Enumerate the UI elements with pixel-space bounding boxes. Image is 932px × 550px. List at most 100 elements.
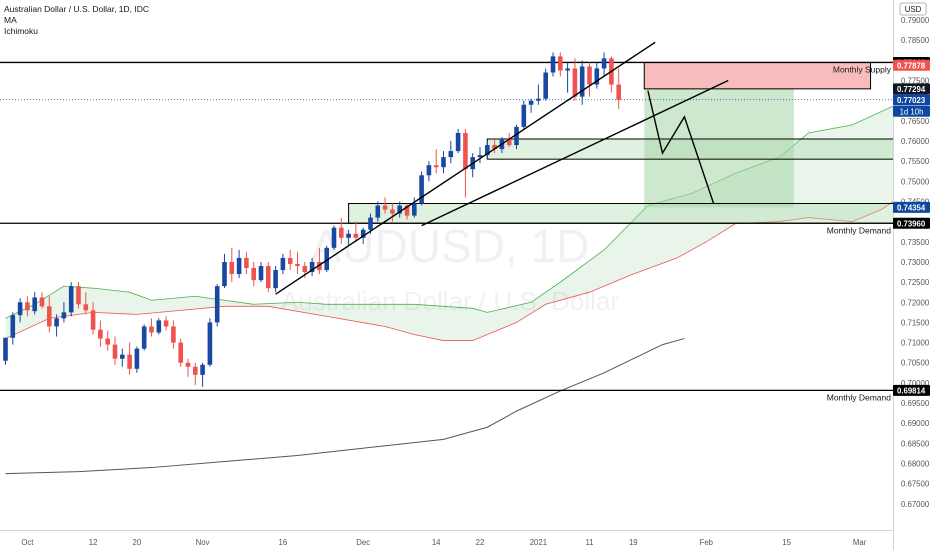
candle-body	[134, 348, 140, 369]
candle-body	[375, 205, 381, 218]
ma-indicator-label[interactable]: MA	[4, 15, 17, 25]
x-tick-label: 19	[629, 538, 638, 547]
candle-47	[346, 229, 351, 246]
candle-body	[185, 362, 191, 367]
candle-body	[324, 247, 329, 271]
candle-58	[426, 161, 432, 182]
candle-body	[572, 68, 578, 97]
candle-14	[105, 330, 110, 351]
candle-body	[10, 315, 16, 338]
candle-17	[127, 342, 132, 375]
candle-body	[163, 320, 169, 327]
candle-body	[397, 205, 402, 214]
level-badge-2	[893, 384, 930, 396]
candle-body	[251, 268, 256, 281]
candle-3	[25, 296, 30, 317]
candle-body	[68, 286, 74, 313]
candle-body	[543, 72, 548, 99]
candle-body	[25, 302, 30, 311]
x-tick-label: Mar	[853, 538, 867, 547]
y-tick-label: 0.68500	[901, 439, 930, 448]
candle-25	[185, 358, 191, 377]
candle-body	[353, 233, 359, 238]
candle-body	[528, 100, 534, 105]
plot-area: AUDUSD, 1D Australian Dollar / U.S. Dolla…	[0, 41, 893, 475]
candle-2	[17, 298, 23, 323]
candle-body	[112, 344, 118, 359]
y-tick-label: 0.71500	[901, 318, 930, 327]
y-tick-label: 0.68000	[901, 460, 930, 469]
currency-button[interactable]	[899, 2, 927, 16]
candle-body	[550, 56, 556, 73]
candle-body	[149, 326, 154, 333]
candle-45	[331, 225, 337, 250]
watermark-symbol: AUDUSD, 1D	[311, 220, 590, 272]
candle-23	[171, 320, 176, 349]
level-badge-1	[893, 217, 930, 229]
y-tick-label: 0.67000	[901, 500, 930, 509]
candle-56	[412, 197, 417, 218]
level-badge-text-1: 0.73960	[897, 219, 926, 228]
x-tick-label: Dec	[356, 538, 370, 547]
price-badge-target	[893, 201, 930, 213]
candle-1	[10, 312, 16, 345]
y-tick-label: 0.79000	[901, 16, 930, 25]
candle-34	[251, 261, 256, 287]
candle-body	[426, 165, 432, 176]
price-badge-text-target: 0.74354	[897, 203, 926, 212]
candle-51	[375, 201, 381, 222]
candle-body	[404, 205, 410, 216]
candle-70	[514, 124, 519, 150]
candle-42	[309, 257, 315, 277]
candle-84	[616, 68, 621, 109]
candle-13	[98, 320, 103, 347]
y-tick-label: 0.69500	[901, 399, 930, 408]
candle-body	[222, 261, 227, 287]
candle-18	[134, 346, 140, 373]
x-tick-label: 15	[782, 538, 791, 547]
candle-74	[543, 68, 548, 101]
price-badge-text-last: 0.77023	[897, 96, 926, 105]
x-tick-label: 20	[133, 538, 142, 547]
candle-75	[550, 52, 556, 77]
candle-body	[302, 265, 308, 273]
ichimoku-span-b	[5, 201, 893, 341]
candle-60	[441, 151, 446, 174]
candle-body	[360, 229, 366, 238]
candle-body	[120, 354, 125, 359]
countdown-text: 1d 10h	[900, 107, 924, 116]
candle-27	[200, 362, 205, 387]
level-label-0: Monthly Supply	[833, 64, 892, 74]
candle-9	[68, 282, 74, 317]
y-tick-label: 0.75500	[901, 157, 930, 166]
candle-39	[287, 249, 293, 271]
candle-body	[441, 157, 446, 168]
candle-body	[477, 155, 483, 158]
trendline-0	[275, 41, 656, 295]
x-tick-label: 14	[432, 538, 441, 547]
candle-31	[229, 247, 235, 283]
ichimoku-indicator-label[interactable]: Ichimoku	[4, 26, 39, 36]
candle-5	[39, 292, 45, 309]
x-tick-label: 16	[279, 538, 288, 547]
price-badge-text-down: 0.77878	[897, 61, 926, 70]
candle-body	[616, 84, 621, 100]
candle-body	[485, 145, 490, 156]
watermark-name: Australian Dollar / U.S. Dollar	[281, 286, 619, 316]
x-tick-label: 22	[476, 538, 485, 547]
candle-body	[273, 270, 278, 289]
candle-69	[506, 132, 512, 148]
candle-29	[214, 284, 220, 327]
support-zone-box	[486, 138, 893, 160]
y-tick-label: 0.78500	[901, 36, 930, 45]
candle-body	[229, 261, 235, 275]
candle-body	[207, 322, 213, 365]
y-tick-label: 0.71000	[901, 339, 930, 348]
candle-63	[463, 128, 468, 198]
candle-body	[346, 233, 351, 238]
candle-0	[3, 337, 8, 365]
candle-body	[309, 261, 315, 273]
candle-54	[397, 201, 402, 218]
candle-57	[419, 171, 424, 206]
